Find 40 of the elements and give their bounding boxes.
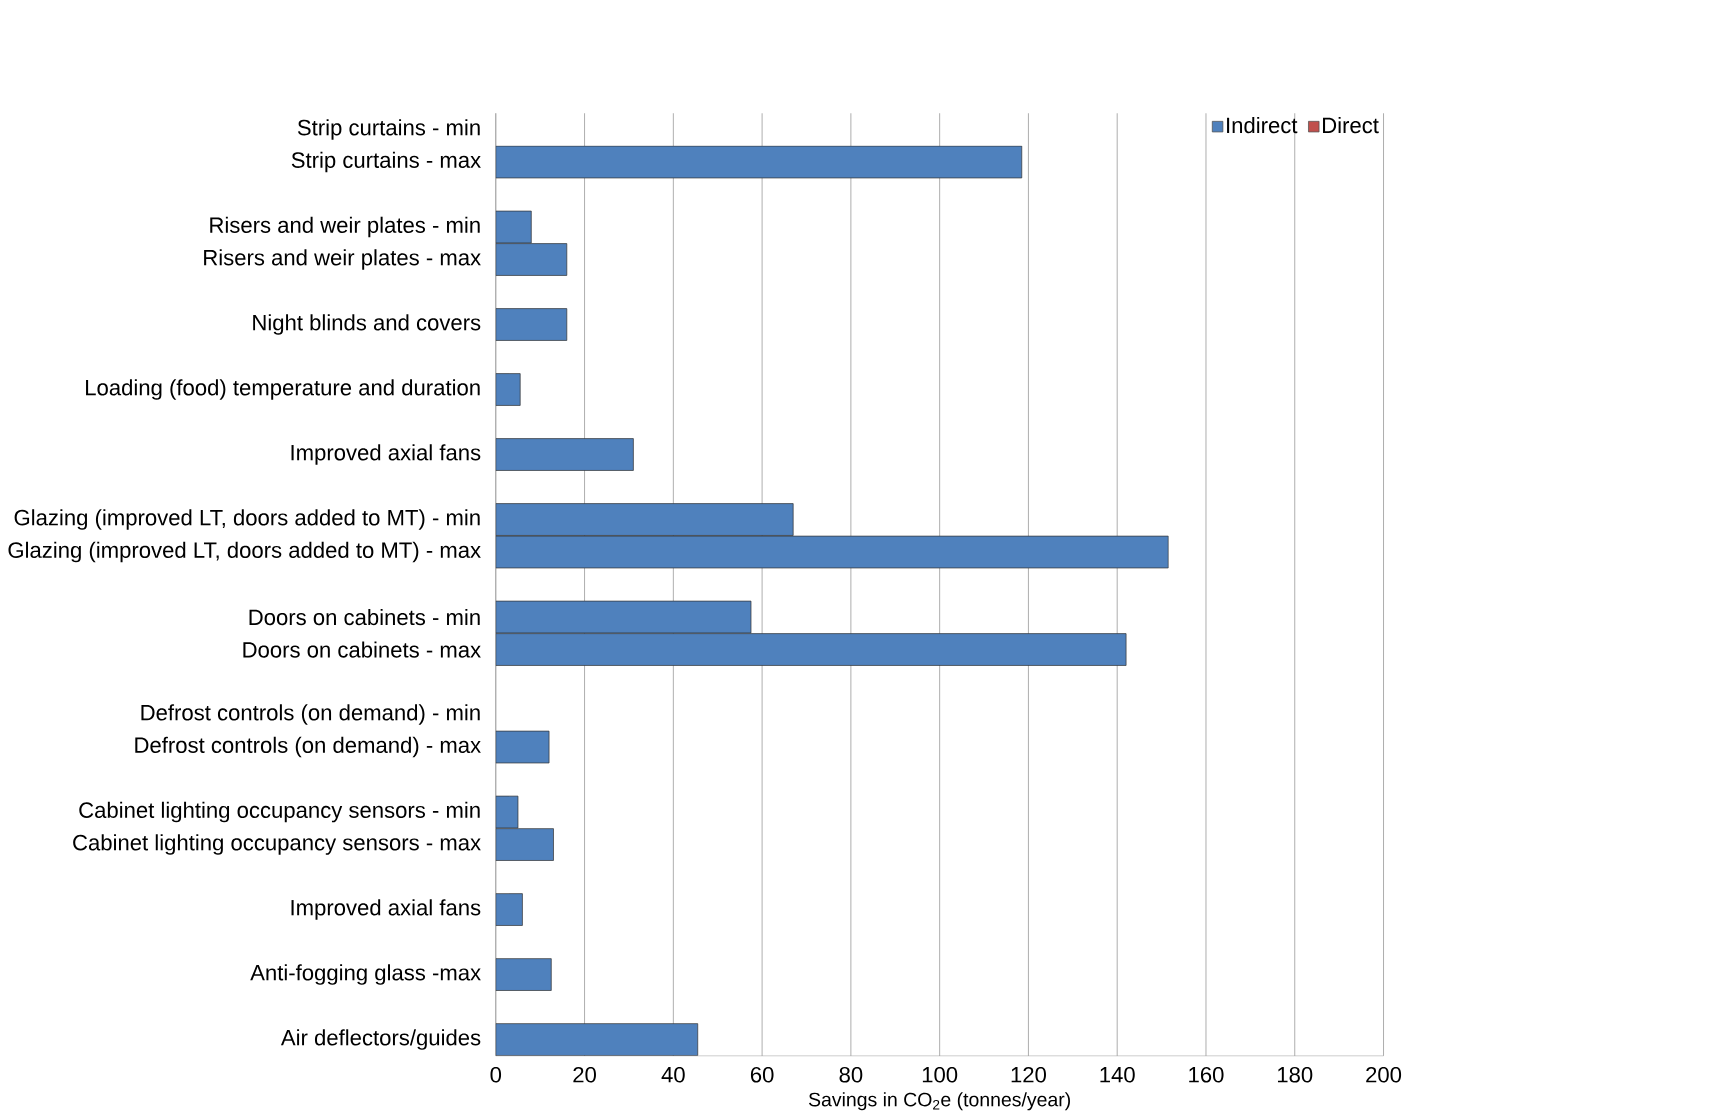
y-tick-label: Doors on cabinets - min bbox=[249, 609, 480, 626]
y-tick-label: Risers and weir plates - max bbox=[204, 249, 481, 270]
x-tick-label: 120 bbox=[1011, 1067, 1046, 1083]
y-tick-label: Risers and weir plates - min bbox=[210, 216, 480, 238]
x-tick-label: 80 bbox=[839, 1067, 863, 1083]
x-tick-label: 200 bbox=[1366, 1067, 1402, 1083]
x-axis-title: Savings in CO$_{2}$e (tonnes/year) bbox=[808, 1092, 1070, 1111]
y-tick-label: Cabinet lighting occupancy sensors - min bbox=[79, 801, 480, 823]
y-tick-label: Defrost controls (on demand) - min bbox=[141, 704, 480, 726]
bar bbox=[495, 893, 523, 927]
bar bbox=[495, 438, 634, 471]
y-tick-label: Glazing (improved LT, doors added to MT) - max bbox=[8, 541, 481, 563]
y-tick-label: Cabinet lighting occupancy sensors - max bbox=[73, 834, 481, 856]
y-tick-label: Defrost controls (on demand) - max bbox=[135, 736, 481, 758]
x-tick-label: 100 bbox=[922, 1067, 958, 1083]
y-tick-label: Strip curtains - min bbox=[297, 119, 480, 140]
x-tick-label: 0 bbox=[490, 1067, 502, 1083]
y-tick-label: Glazing (improved LT, doors added to MT) - min bbox=[14, 509, 480, 531]
x-tick-label: 160 bbox=[1189, 1067, 1224, 1083]
x-tick-label: 140 bbox=[1100, 1067, 1135, 1083]
y-tick-label: Strip curtains - max bbox=[291, 151, 481, 173]
bar bbox=[495, 1023, 699, 1056]
bar bbox=[495, 145, 1023, 179]
x-tick-label: 60 bbox=[750, 1067, 774, 1083]
bar bbox=[495, 373, 521, 406]
y-tick-label: Night blinds and covers bbox=[253, 314, 481, 335]
x-tick-label: 40 bbox=[661, 1067, 685, 1083]
y-tick-label: Loading (food) temperature and duration bbox=[86, 379, 480, 400]
y-tick-label: Doors on cabinets - max bbox=[243, 641, 481, 658]
legend-label: Direct bbox=[1323, 117, 1379, 134]
y-tick-label: Air deflectors/guides bbox=[280, 1029, 481, 1051]
y-tick-label: Improved axial fans bbox=[291, 444, 481, 466]
x-tick-label: 20 bbox=[573, 1067, 596, 1083]
bar bbox=[495, 730, 550, 764]
x-tick-label: 180 bbox=[1277, 1067, 1313, 1083]
legend-label: Indirect bbox=[1227, 117, 1298, 134]
bar bbox=[495, 308, 568, 341]
y-tick-label: Anti-fogging glass -max bbox=[250, 964, 481, 986]
y-tick-label: Improved axial fans bbox=[291, 899, 481, 921]
bar bbox=[495, 958, 552, 992]
